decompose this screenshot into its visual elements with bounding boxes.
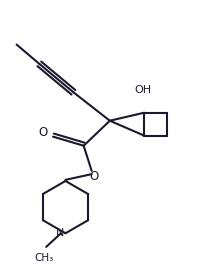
Text: N: N <box>56 228 64 238</box>
Text: OH: OH <box>135 85 152 95</box>
Text: CH₃: CH₃ <box>34 253 54 263</box>
Text: O: O <box>89 170 98 183</box>
Text: O: O <box>38 125 47 138</box>
